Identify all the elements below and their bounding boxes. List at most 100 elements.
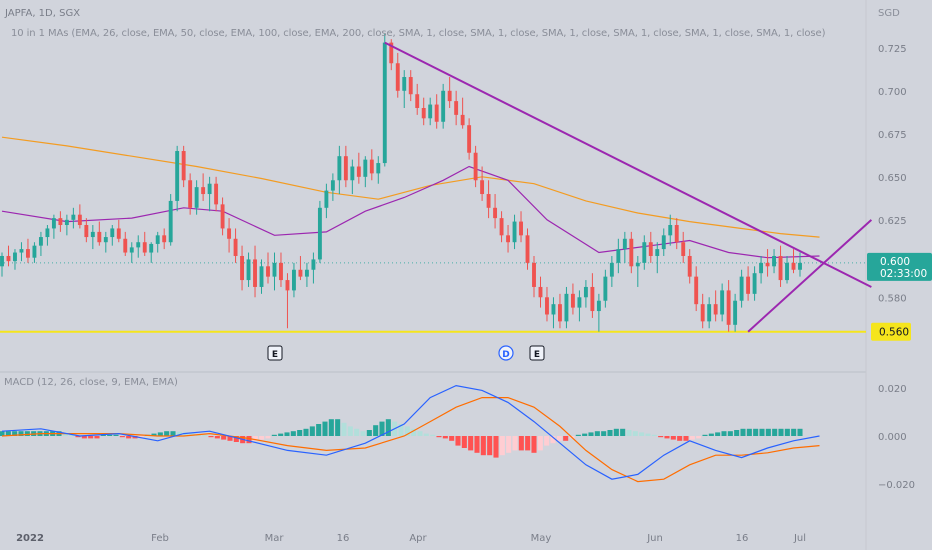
macd-line [1, 384, 820, 480]
candle [26, 238, 30, 263]
time-tick-label: Mar [265, 533, 285, 544]
histogram-bar [645, 433, 651, 436]
candle-body [337, 156, 342, 181]
candle [519, 211, 523, 243]
candle [655, 242, 660, 274]
candle-body [532, 262, 536, 287]
candle [609, 255, 614, 287]
histogram-bar [588, 432, 594, 436]
candle-body [19, 249, 24, 253]
rising-support-trendline[interactable] [747, 219, 873, 333]
candle [551, 297, 556, 329]
candle-body [583, 286, 588, 298]
event-marker[interactable]: D [498, 345, 514, 361]
candle [603, 269, 608, 308]
macd-indicator-legend[interactable]: MACD (12, 26, close, 9, EMA, EMA) [4, 377, 178, 388]
candle [798, 252, 802, 277]
candle-body [791, 262, 796, 270]
histogram-bar [176, 431, 182, 436]
histogram-bar [284, 432, 290, 436]
time-axis[interactable]: 2022 Feb Mar 16 Apr May Jun 16 Jul [16, 533, 806, 544]
candle-body [395, 63, 400, 91]
candle-body [45, 228, 50, 238]
candle [155, 231, 160, 253]
candle [538, 276, 543, 308]
candle [168, 194, 173, 246]
candle [233, 228, 238, 263]
event-marker[interactable]: E [267, 345, 283, 361]
time-tick-label: 2022 [16, 533, 44, 544]
histogram-bar [202, 435, 208, 437]
current-price-badge-bg [867, 252, 932, 281]
candle-body [382, 42, 387, 164]
candle-body [285, 280, 290, 291]
candle [116, 219, 121, 243]
candle [778, 245, 783, 287]
signal-line [1, 397, 820, 483]
candle-body [298, 269, 303, 277]
histogram-bar [436, 436, 442, 438]
candle [194, 180, 199, 215]
falling-resistance-trendline[interactable] [384, 41, 872, 288]
histogram-bar [626, 430, 632, 436]
candle [720, 283, 725, 322]
candle-body [674, 225, 679, 243]
macd-axis[interactable]: 0.020 0.000 −0.020 [878, 384, 915, 491]
histogram-bar [278, 433, 284, 436]
candle-body [402, 77, 407, 91]
candle [272, 252, 277, 291]
histogram-bar [316, 424, 322, 436]
candle-body [363, 159, 368, 177]
histogram-bar [461, 436, 467, 448]
candle [136, 235, 141, 258]
candle [84, 218, 89, 243]
candle-body [512, 221, 517, 243]
candle [207, 176, 212, 212]
candle [570, 283, 575, 315]
symbol-title[interactable]: JAPFA, 1D, SGX [5, 8, 81, 19]
event-marker-label: E [534, 350, 540, 360]
histogram-bar [81, 436, 87, 439]
price-tick-label: 0.650 [878, 173, 907, 184]
candles [0, 34, 802, 332]
candle [694, 266, 699, 312]
histogram-bar [613, 428, 619, 436]
candle-body [324, 190, 329, 208]
event-marker[interactable]: E [529, 345, 545, 361]
candle-body [681, 242, 686, 256]
candle-body [38, 237, 43, 246]
candle-body [168, 200, 173, 243]
support-price-badge: 0.560 [871, 322, 911, 341]
candle [726, 280, 731, 332]
candle [129, 242, 134, 263]
candle [629, 231, 634, 274]
candle [421, 97, 426, 126]
candle-body [785, 262, 789, 281]
candle [499, 211, 504, 243]
candle [369, 149, 374, 181]
histogram-bar [499, 436, 505, 456]
histogram-bar [442, 436, 448, 439]
candle [298, 255, 303, 281]
candle [486, 180, 491, 219]
histogram-bar [639, 432, 645, 436]
trendlines[interactable] [384, 41, 873, 333]
candle-body [6, 255, 11, 262]
candle [454, 90, 459, 126]
candle [395, 52, 400, 98]
candle-body [32, 245, 37, 258]
histogram-bar [417, 431, 423, 436]
candle-body [129, 247, 134, 253]
candle-body [577, 297, 582, 308]
candle [324, 183, 329, 219]
candle-body [596, 300, 601, 312]
candle [240, 245, 244, 291]
candle [19, 242, 24, 262]
candle [188, 173, 193, 215]
support-line-group[interactable] [0, 262, 866, 333]
histogram-bar [582, 433, 588, 436]
ma-indicator-legend[interactable]: 10 in 1 MAs (EMA, 26, close, EMA, 50, cl… [11, 28, 826, 39]
candle [201, 173, 206, 201]
